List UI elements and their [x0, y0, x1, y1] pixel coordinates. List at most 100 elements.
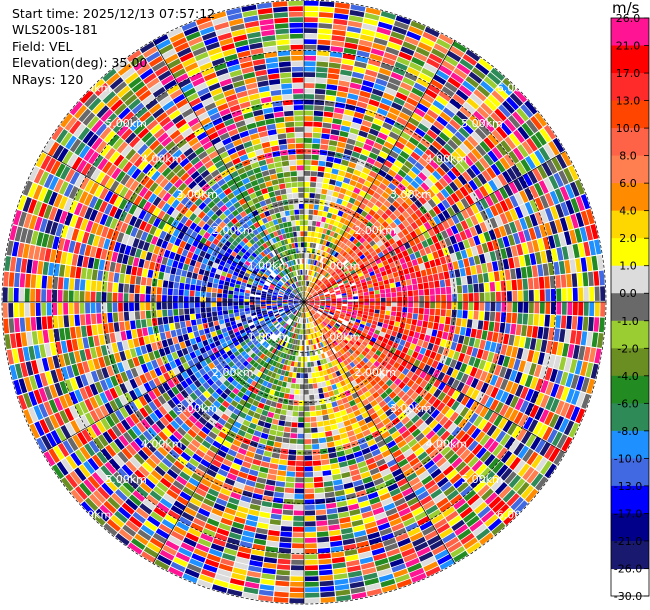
radar-gate [420, 327, 427, 334]
radar-gate [289, 444, 297, 450]
radar-gate [424, 88, 438, 99]
radar-gate [402, 219, 410, 228]
radar-gate [205, 297, 211, 302]
radar-gate [311, 372, 316, 378]
radar-gate [394, 141, 405, 150]
radar-gate [322, 183, 329, 190]
radar-gate [41, 289, 47, 302]
radar-gate [553, 172, 564, 188]
radar-gate [594, 239, 602, 255]
radar-gate [377, 262, 384, 269]
radar-gate [263, 557, 277, 564]
radar-gate [179, 282, 185, 290]
radar-gate [361, 198, 369, 206]
radar-gate [426, 58, 440, 69]
radar-gate [432, 100, 445, 111]
radar-gate [445, 123, 458, 135]
radar-gate [375, 302, 381, 306]
radar-gate [388, 237, 396, 245]
radar-gate [314, 366, 319, 372]
radar-gate [311, 427, 318, 433]
radar-gate [407, 312, 413, 319]
radar-gate [341, 437, 350, 445]
radar-gate [300, 373, 304, 379]
radar-gate [328, 145, 337, 152]
radar-gate [494, 108, 507, 122]
radar-gate [357, 44, 372, 53]
radar-gate [493, 322, 500, 333]
radar-gate [598, 270, 605, 286]
radar-gate [362, 285, 368, 290]
radar-gate [414, 127, 426, 138]
radar-gate [318, 437, 327, 444]
radar-gate [403, 102, 416, 112]
radar-gate [316, 377, 321, 383]
radar-gate [313, 254, 317, 260]
radar-gate [334, 490, 345, 497]
radar-gate [258, 595, 273, 602]
radar-gate [561, 302, 567, 315]
radar-gate [308, 295, 313, 299]
radar-gate [35, 303, 41, 316]
radar-gate [342, 53, 356, 61]
radar-gate [266, 302, 272, 304]
radar-gate [375, 200, 383, 208]
radar-gate [365, 263, 372, 270]
radar-gate [339, 217, 346, 224]
radar-gate [304, 110, 314, 116]
radar-gate [311, 438, 319, 444]
radar-gate [296, 373, 301, 378]
radar-gate [267, 411, 275, 418]
radar-gate [340, 527, 353, 535]
radar-gate [98, 334, 106, 346]
radar-gate [468, 179, 478, 191]
radar-gate [418, 314, 424, 321]
radar-gate [444, 185, 454, 195]
radar-gate [123, 293, 129, 302]
radar-gate [411, 245, 419, 253]
radar-gate [458, 85, 473, 97]
radar-gate [319, 283, 324, 288]
radar-gate [332, 24, 347, 31]
radar-gate [189, 296, 195, 302]
radar-gate [346, 264, 353, 270]
radar-gate [263, 562, 277, 569]
radar-gate [149, 334, 156, 343]
radar-gate [104, 333, 111, 345]
radar-gate [406, 279, 412, 286]
radar-gate [408, 136, 420, 147]
radar-gate [335, 276, 341, 281]
radar-gate [477, 173, 488, 185]
radar-gate [134, 302, 140, 311]
radar-gate [544, 276, 550, 289]
radar-gate [301, 345, 304, 351]
radar-gate [375, 187, 384, 196]
radar-gate [365, 109, 376, 118]
radar-gate [531, 265, 538, 278]
radar-gate [590, 224, 599, 240]
radar-gate [318, 564, 332, 570]
radar-gate [96, 281, 102, 292]
radar-gate [306, 340, 309, 346]
radar-gate [480, 80, 494, 94]
radar-gate [512, 147, 524, 161]
radar-gate [377, 224, 385, 232]
radar-gate [479, 185, 489, 197]
radar-gate [450, 225, 459, 235]
radar-gate [486, 331, 494, 342]
radar-gate [46, 289, 52, 302]
radar-gate [274, 486, 285, 493]
radar-gate [393, 209, 401, 218]
radar-gate [591, 255, 598, 271]
radar-gate [488, 179, 498, 192]
radar-gate [389, 262, 396, 269]
radar-gate [319, 294, 325, 297]
radar-gate [354, 140, 365, 148]
radar-gate [332, 283, 338, 287]
radar-gate [340, 257, 346, 263]
radar-gate [398, 111, 410, 121]
radar-gate [365, 243, 372, 250]
radar-gate [403, 242, 411, 250]
radar-gate [449, 98, 462, 110]
radar-gate [325, 497, 336, 504]
